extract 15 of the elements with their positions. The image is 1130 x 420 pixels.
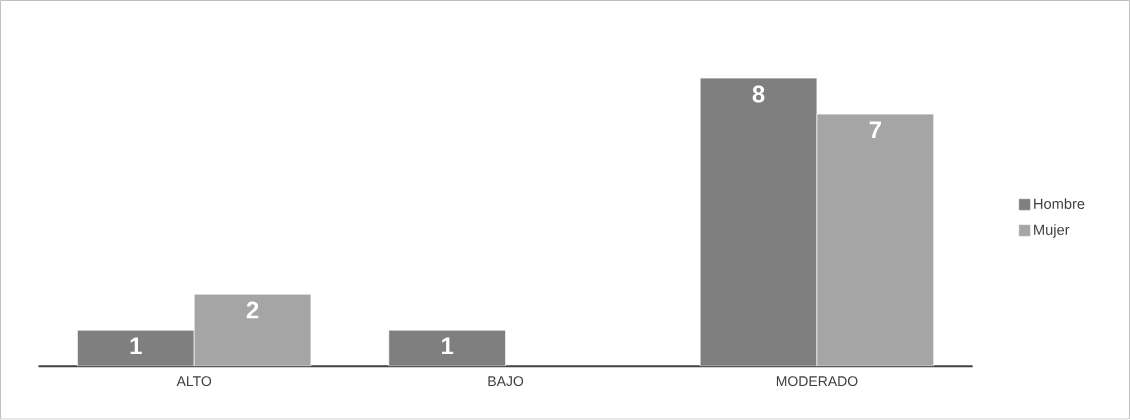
data-label: 7 bbox=[869, 121, 881, 139]
bar bbox=[388, 330, 506, 367]
bar bbox=[699, 77, 818, 367]
bar bbox=[77, 330, 195, 367]
data-label: 1 bbox=[442, 337, 454, 355]
x-tick-label: MODERADO bbox=[776, 376, 858, 387]
bar bbox=[193, 293, 312, 367]
x-tick-label: BAJO bbox=[488, 376, 524, 387]
data-label: 1 bbox=[130, 337, 142, 355]
x-tick-label: ALTO bbox=[176, 376, 212, 387]
bar bbox=[816, 113, 935, 367]
data-label: 8 bbox=[752, 85, 765, 103]
legend-label: Hombre bbox=[1034, 198, 1085, 210]
legend-label: Mujer bbox=[1034, 224, 1070, 239]
data-label: 2 bbox=[246, 301, 259, 319]
